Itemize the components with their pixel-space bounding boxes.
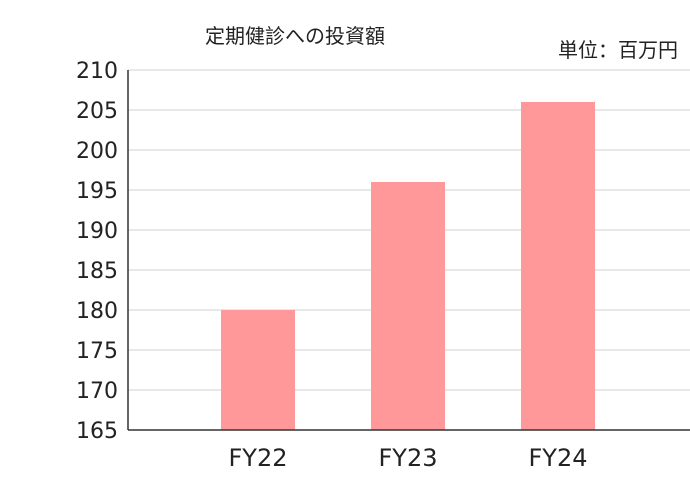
y-tick-label-205: 205 [76,99,118,124]
y-tick-label-170: 170 [76,379,118,404]
axes [127,70,690,431]
x-tick-label-fy23: FY23 [378,444,437,472]
x-tick-label-fy22: FY22 [228,444,287,472]
x-tick-label-fy24: FY24 [528,444,587,472]
y-tick-label-185: 185 [76,259,118,284]
y-tick-label-175: 175 [76,339,118,364]
bar-fy24 [521,102,595,430]
y-tick-label-195: 195 [76,179,118,204]
bars [221,102,595,430]
chart-title: 定期健診への投資額 [205,24,385,48]
y-tick-label-210: 210 [76,59,118,84]
y-tick-label-200: 200 [76,139,118,164]
x-tick-labels: FY22 FY23 FY24 [228,444,587,472]
bar-fy23 [371,182,445,430]
bar-fy22 [221,310,295,430]
y-tick-label-165: 165 [76,419,118,444]
y-tick-label-180: 180 [76,299,118,324]
y-tick-labels: 165 170 175 180 185 190 195 200 205 210 [76,59,118,444]
unit-label: 単位：百万円 [558,38,678,62]
y-tick-label-190: 190 [76,219,118,244]
